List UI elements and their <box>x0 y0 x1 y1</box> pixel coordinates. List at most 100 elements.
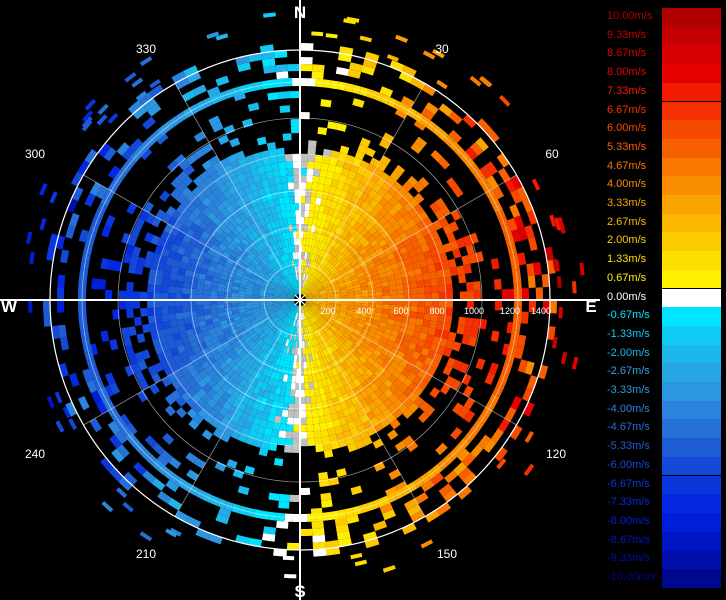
radar-cell <box>300 424 307 432</box>
radar-center-marker <box>293 293 307 307</box>
radar-cell <box>381 348 391 357</box>
radar-cell <box>307 368 312 376</box>
radar-cell <box>285 316 290 324</box>
radar-cell <box>310 224 316 233</box>
radar-cell <box>175 510 190 523</box>
radar-cell <box>355 255 364 263</box>
radar-cell <box>196 305 204 311</box>
radar-cell <box>187 334 197 343</box>
radar-cell <box>470 142 484 156</box>
radar-cell <box>263 216 271 225</box>
radar-cell <box>345 283 354 288</box>
radar-cell <box>392 378 403 389</box>
radar-cell <box>195 528 211 540</box>
radar-cell <box>345 312 354 317</box>
radar-cell <box>330 281 338 287</box>
compass-north: N <box>294 3 306 22</box>
radar-cell <box>347 390 356 399</box>
radar-cell <box>221 352 231 361</box>
radar-cell <box>317 380 324 388</box>
radar-cell <box>265 207 273 216</box>
radar-cell <box>319 291 327 295</box>
radar-cell <box>434 209 445 220</box>
radar-cell <box>384 248 393 256</box>
legend-entry: 1.33m/s <box>605 251 726 270</box>
radar-cell <box>224 262 233 270</box>
radar-cell <box>307 375 313 383</box>
radar-cell <box>528 300 537 313</box>
radar-cell <box>422 50 436 60</box>
legend-swatch <box>662 438 721 457</box>
radar-cell <box>554 259 560 272</box>
radar-cell <box>248 251 257 259</box>
radar-cell <box>183 371 194 382</box>
radar-cell <box>307 318 311 326</box>
radar-cell <box>413 203 424 215</box>
radar-cell <box>257 318 265 324</box>
radar-cell <box>411 350 421 360</box>
radar-cell <box>251 258 260 266</box>
radar-cell <box>291 333 295 341</box>
radar-cell <box>196 283 205 290</box>
radar-cell <box>288 292 295 297</box>
radar-cell <box>302 312 305 320</box>
radar-cell <box>246 398 255 408</box>
radar-cell <box>297 305 300 313</box>
radar-cell <box>351 249 360 257</box>
radar-cell <box>350 333 358 341</box>
radar-cell <box>336 244 344 252</box>
legend-label: 6.67m/s <box>607 103 647 116</box>
radar-cell <box>260 150 270 159</box>
radar-cell <box>247 161 257 171</box>
radar-cell <box>287 317 292 325</box>
radar-cell <box>309 203 316 212</box>
radar-cell <box>211 207 221 217</box>
legend-label: -4.00m/s <box>607 402 650 415</box>
radar-cell <box>138 209 150 221</box>
radar-cell <box>207 344 216 352</box>
radar-cell <box>245 291 253 295</box>
radar-cell <box>310 289 318 294</box>
radar-cell <box>240 331 248 338</box>
radar-cell <box>270 206 277 215</box>
radar-cell <box>213 340 223 349</box>
radar-cell <box>319 350 326 358</box>
radar-cell <box>390 244 399 253</box>
radar-cell <box>336 316 344 322</box>
radar-cell <box>225 213 235 223</box>
radar-cell <box>307 283 313 290</box>
radar-cell <box>286 317 291 325</box>
radar-cell <box>210 418 221 429</box>
radar-cell <box>425 334 435 343</box>
radar-cell <box>252 306 260 310</box>
radar-cell <box>246 327 254 334</box>
radar-cell <box>249 240 257 249</box>
radar-cell <box>338 256 347 264</box>
radar-cell <box>287 300 295 303</box>
radar-cell <box>310 316 315 324</box>
radar-cell <box>452 359 463 371</box>
radar-cell <box>436 79 448 90</box>
radar-cell <box>384 265 393 273</box>
radar-cell <box>341 248 349 257</box>
radar-cell <box>268 321 275 328</box>
radar-cell <box>340 292 348 296</box>
legend-label: -6.67m/s <box>607 477 650 490</box>
radar-cell <box>280 240 286 248</box>
radar-cell <box>186 328 195 337</box>
radar-cell <box>318 257 324 265</box>
radar-cell <box>418 400 430 412</box>
radar-cell <box>333 291 341 295</box>
compass-labels: N S E W <box>1 3 597 600</box>
radar-cell <box>317 328 323 336</box>
radar-cell <box>347 269 356 275</box>
radar-cell <box>291 319 295 327</box>
radar-cell <box>201 159 213 171</box>
radar-cell <box>273 317 280 323</box>
radar-cell <box>186 408 198 419</box>
radar-cell <box>255 219 263 229</box>
radar-cell <box>372 349 382 357</box>
radar-cell <box>342 407 351 417</box>
radar-cell <box>318 327 325 335</box>
radar-cell <box>210 304 218 310</box>
